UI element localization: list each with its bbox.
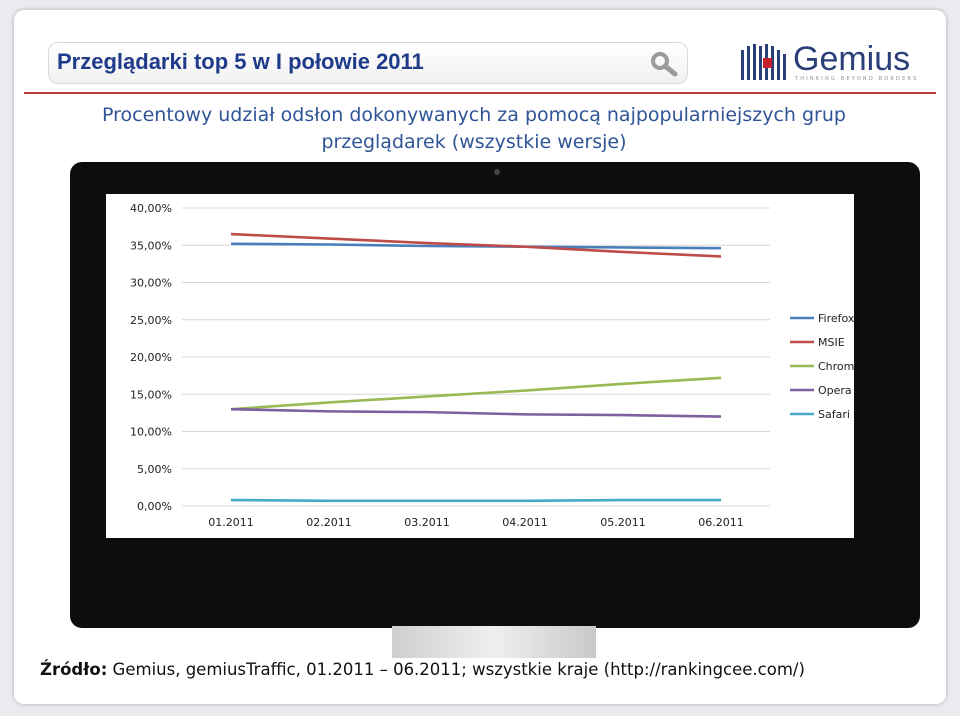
series-line-msie — [230, 232, 722, 258]
line-chart: 0,00% 5,00% 10,00% 15,00% 20,00% 25,00% 30,00%… — [130, 202, 861, 529]
subtitle-line-2: przeglądarek (wszystkie wersje) — [321, 131, 627, 153]
series-line-chrome — [230, 376, 722, 411]
y-tick-label: 30,00% — [130, 277, 172, 290]
x-tick-label: 05.2011 — [600, 516, 646, 529]
chart-screen: 0,00% 5,00% 10,00% 15,00% 20,00% 25,00% 30,00%… — [106, 194, 861, 538]
series-line-opera — [230, 407, 722, 418]
legend-label-firefox: Firefox — [818, 312, 854, 325]
x-tick-label: 04.2011 — [502, 516, 548, 529]
header-divider — [24, 92, 936, 94]
y-tick-label: 15,00% — [130, 388, 172, 401]
page-title: Przeglądarki top 5 w I połowie 2011 — [57, 49, 424, 74]
y-tick-label: 40,00% — [130, 202, 172, 215]
slide-subtitle: Procentowy udział odsłon dokonywanych za… — [74, 102, 874, 156]
logo-wordmark: Gemius — [793, 40, 911, 78]
legend-label-safari: Safari — [818, 408, 850, 421]
monitor-frame: 0,00% 5,00% 10,00% 15,00% 20,00% 25,00% 30,00%… — [70, 162, 920, 628]
gemius-logo: Gemius THINKING BEYOND BORDERS — [737, 40, 927, 86]
camera-icon — [494, 169, 500, 175]
y-tick-label: 10,00% — [130, 426, 172, 439]
y-tick-label: 0,00% — [137, 500, 172, 513]
y-tick-label: 5,00% — [137, 463, 172, 476]
source-note: Źródło: Gemius, gemiusTraffic, 01.2011 –… — [36, 658, 809, 683]
series-line-firefox — [230, 242, 722, 250]
subtitle-line-1: Procentowy udział odsłon dokonywanych za… — [102, 104, 846, 126]
series-line-safari — [230, 498, 721, 503]
legend-label-opera: Opera — [818, 384, 852, 397]
legend-label-msie: MSIE — [818, 336, 845, 349]
x-tick-label: 03.2011 — [404, 516, 450, 529]
y-tick-label: 20,00% — [130, 351, 172, 364]
gemius-logo-icon — [741, 44, 786, 80]
y-tick-label: 25,00% — [130, 314, 172, 327]
x-tick-label: 02.2011 — [306, 516, 352, 529]
legend-label-chrome: Chrome — [818, 360, 854, 373]
source-text: Gemius, gemiusTraffic, 01.2011 – 06.2011… — [107, 660, 805, 679]
title-bar: Przeglądarki top 5 w I połowie 2011 — [48, 42, 688, 84]
x-tick-label: 06.2011 — [698, 516, 744, 529]
search-icon[interactable] — [649, 50, 679, 78]
source-label: Źródło: — [40, 660, 108, 679]
x-tick-label: 01.2011 — [208, 516, 254, 529]
y-tick-label: 35,00% — [130, 239, 172, 252]
logo-tagline: THINKING BEYOND BORDERS — [795, 76, 919, 82]
slide: Przeglądarki top 5 w I połowie 2011 Gemi… — [14, 10, 946, 704]
